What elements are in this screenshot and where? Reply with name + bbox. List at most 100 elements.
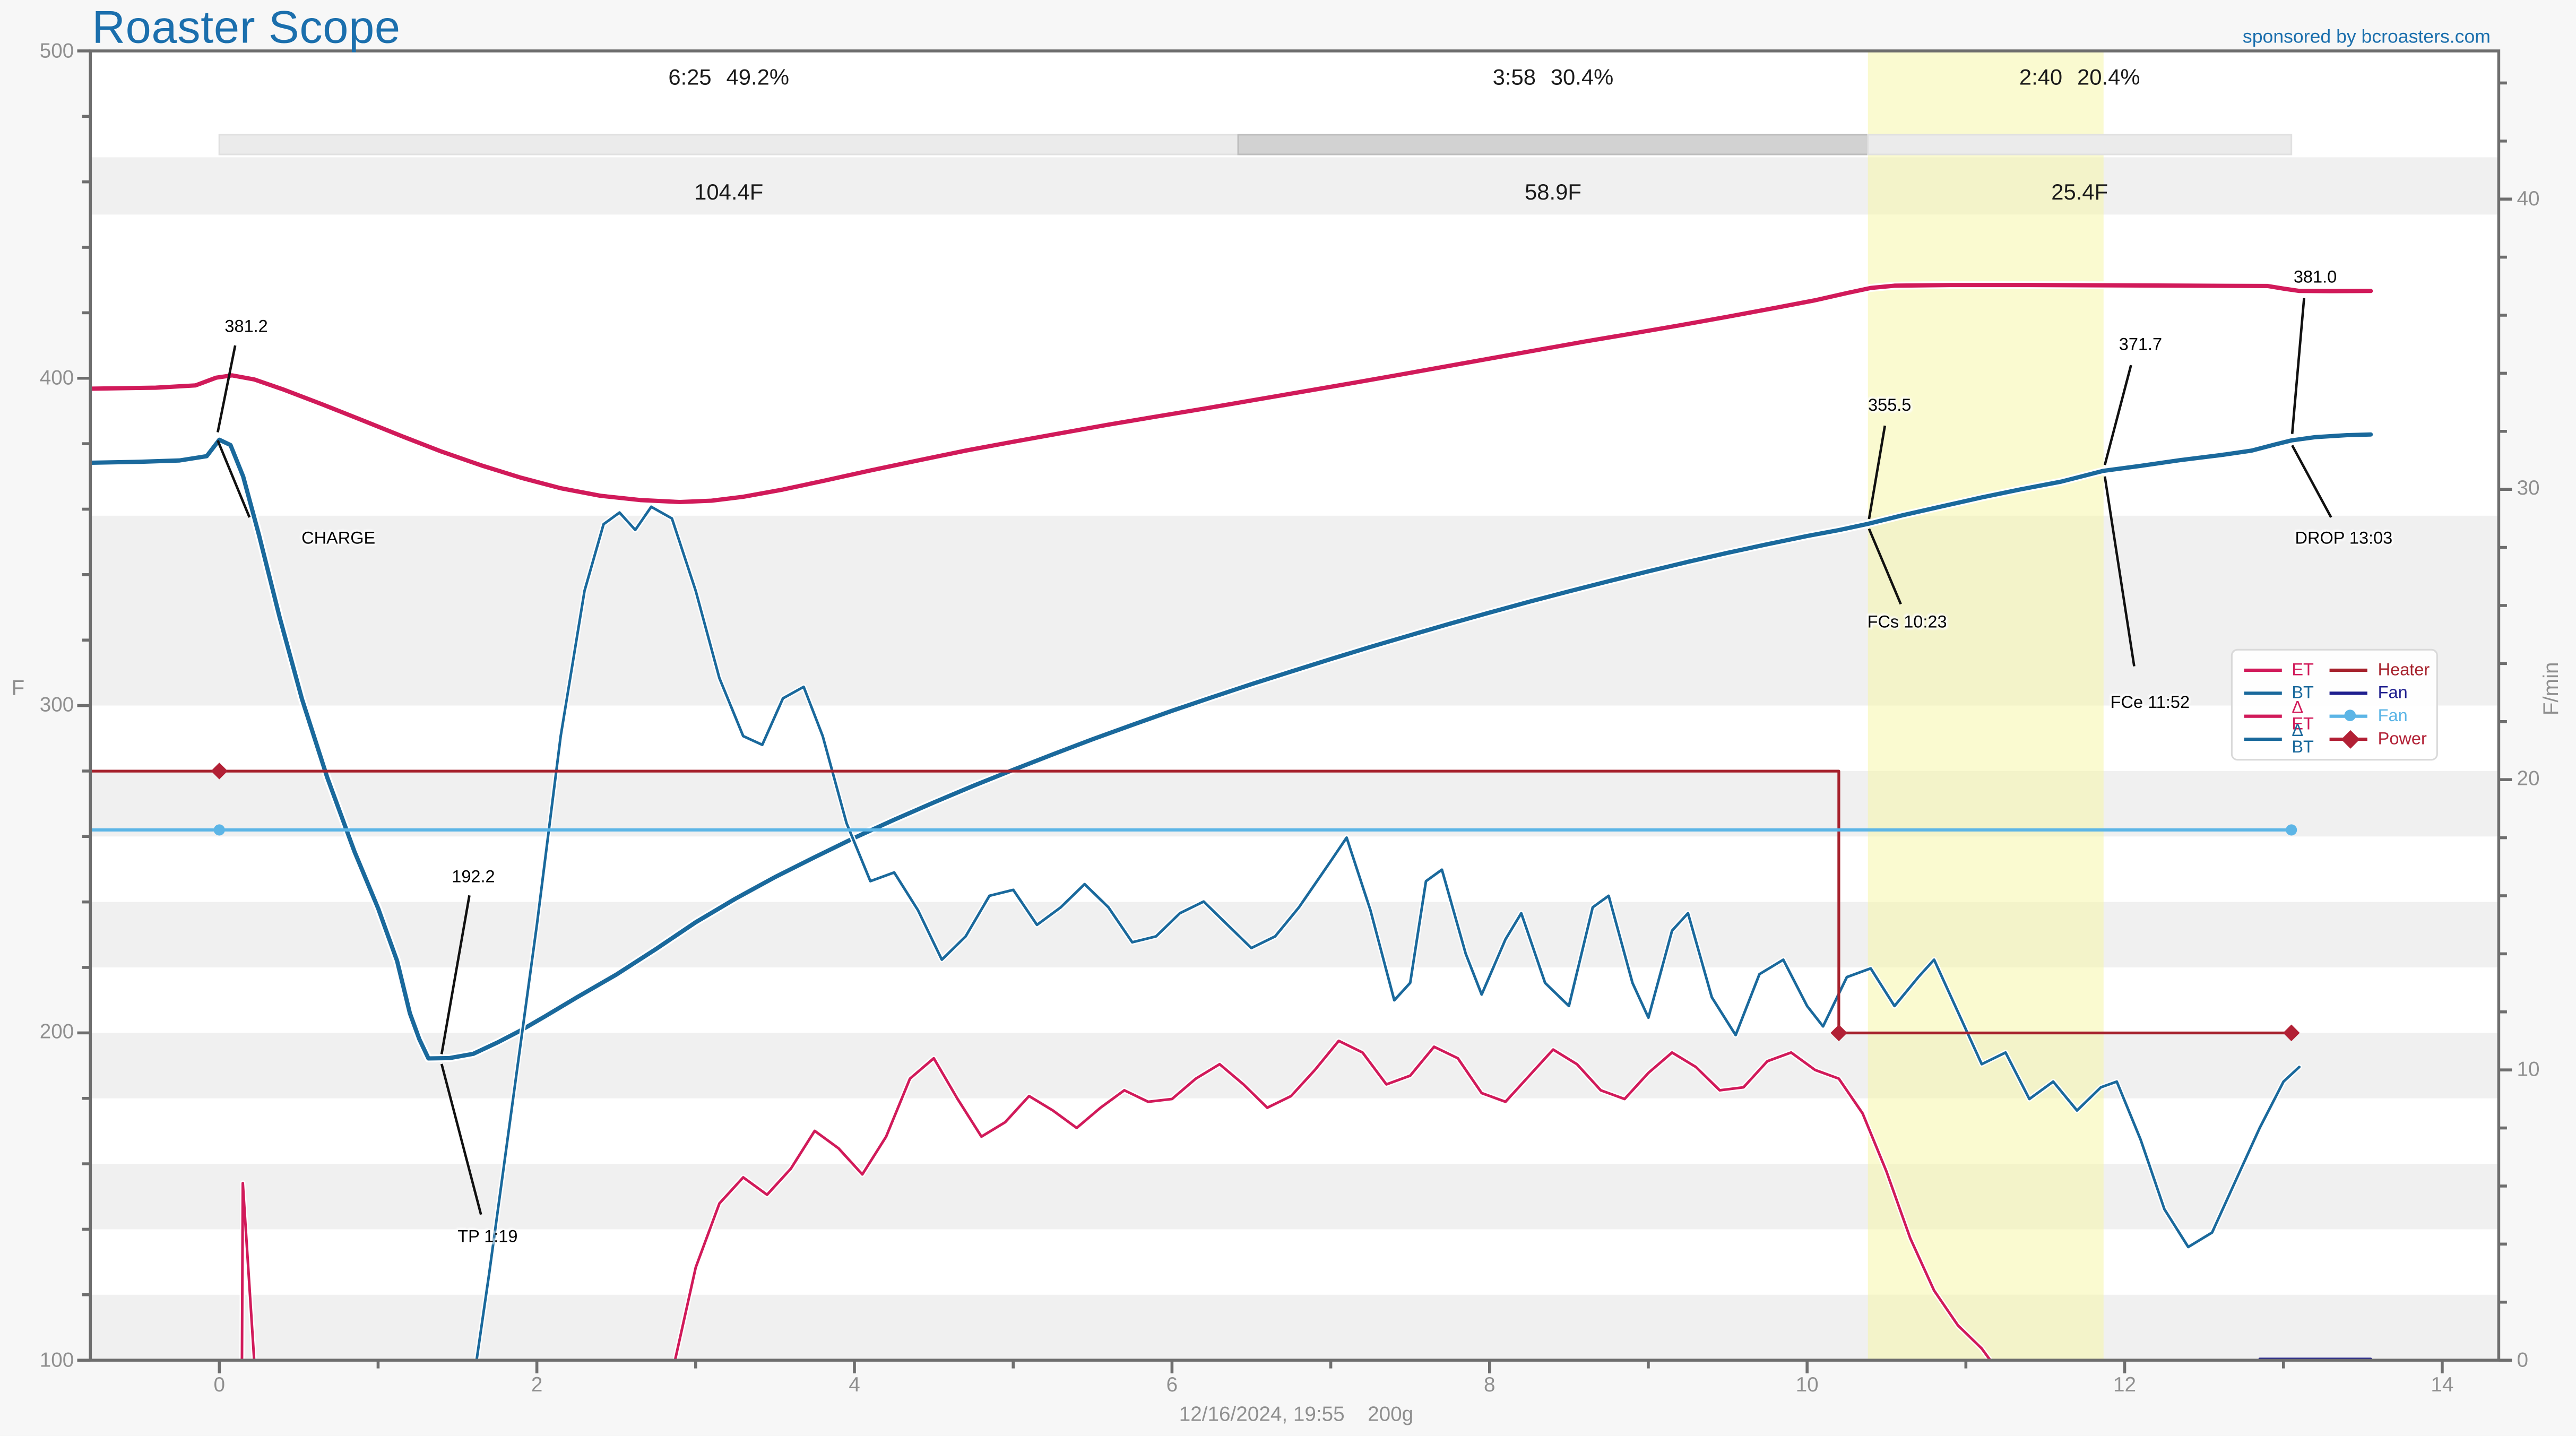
- y-left-tick-label-200: 200: [39, 1020, 74, 1044]
- legend-label: Δ ET: [2292, 697, 2314, 734]
- annotation-line-charge-1: [217, 440, 251, 518]
- legend-column-controls: Heater Fan Fan Power: [2330, 659, 2430, 750]
- phase-drying-temp-rise: 104.4F: [694, 180, 763, 204]
- legend-swatch-icon: [2330, 682, 2368, 705]
- legend-line-icon: [2330, 691, 2368, 696]
- curve-Heater: [90, 769, 2293, 1035]
- curve-ET: [90, 283, 2373, 505]
- x-tick-label-2: 2: [531, 1373, 543, 1397]
- y-left-tick-label-300: 300: [39, 693, 74, 716]
- event-value-tp: 192.2: [452, 867, 495, 887]
- x-tick-label-14: 14: [2431, 1373, 2454, 1397]
- legend-label: Heater: [2378, 660, 2430, 680]
- legend[interactable]: ET BT Δ ET Δ BT Heater Fan Fan Power: [2231, 648, 2438, 761]
- legend-entry-power[interactable]: Power: [2330, 728, 2430, 750]
- background-band-4: [90, 771, 2499, 837]
- phase-development-percent: 20.4%: [2077, 65, 2140, 90]
- annotation-line-fcs-1: [1868, 528, 1902, 605]
- y-right-axis-title: F/min: [2538, 662, 2563, 716]
- legend-column-curves: ET BT Δ ET Δ BT: [2244, 659, 2314, 756]
- phase-development-temp-rise: 25.4F: [2051, 179, 2108, 205]
- legend-swatch-icon: [2244, 705, 2282, 728]
- phase-drying-temp-rise: 104.4F: [694, 179, 764, 205]
- x-tick-label-6: 6: [1166, 1373, 1178, 1397]
- y-left-axis-title: F: [11, 675, 25, 700]
- phase-maillard-duration-and-percent: 3:58 30.4%: [1493, 65, 1614, 89]
- y-right-tick-label-0: 0: [2517, 1347, 2528, 1371]
- power-marker-diamond-2: [2283, 1024, 2300, 1042]
- legend-line-icon: [2330, 668, 2368, 672]
- phase-drying-duration-and-percent: 6:25 49.2%: [668, 65, 789, 89]
- event-value-drop: 381.0: [2293, 269, 2337, 289]
- legend-label: ET: [2292, 660, 2314, 680]
- background-band-5: [90, 515, 2499, 706]
- event-value-fcs: 355.5: [1868, 396, 1912, 416]
- phase-drying-time: 6:25: [668, 65, 712, 90]
- legend-swatch-icon: [2244, 728, 2282, 750]
- power-marker-diamond-1: [1830, 1024, 1847, 1042]
- event-value-charge: 381.2: [224, 317, 268, 338]
- legend-diamond-icon: [2341, 729, 2359, 747]
- legend-entry-et[interactable]: ET: [2244, 659, 2314, 681]
- annotation-line-fce-1: [2103, 476, 2136, 667]
- background-band-6: [90, 157, 2499, 215]
- legend-entry-δet[interactable]: Δ ET: [2244, 698, 2314, 733]
- phase-bar-segment-drying: [218, 134, 1239, 155]
- curve-BT: [90, 432, 2373, 1061]
- x-tick-label-8: 8: [1483, 1373, 1496, 1397]
- phase-maillard-percent: 30.4%: [1550, 65, 1614, 90]
- y-left-tick-label-500: 500: [39, 38, 74, 62]
- annotation-line-charge-0: [216, 345, 237, 432]
- y-right-tick-label-10: 10: [2517, 1057, 2540, 1081]
- y-left-tick-label-100: 100: [39, 1347, 74, 1371]
- legend-swatch-icon: [2330, 659, 2368, 681]
- legend-label: BT: [2292, 682, 2314, 703]
- annotation-line-drop-0: [2290, 298, 2305, 434]
- x-tick-label-4: 4: [849, 1373, 860, 1397]
- phase-development-time: 2:40: [2019, 65, 2063, 90]
- x-tick-label-0: 0: [213, 1373, 226, 1397]
- page-title: Roaster Scope: [92, 2, 401, 53]
- fan-marker-dot-0: [213, 824, 225, 836]
- x-tick-label-12: 12: [2113, 1373, 2137, 1397]
- legend-line-icon: [2244, 737, 2282, 741]
- annotation-line-fcs-0: [1868, 425, 1887, 520]
- sponsor-link[interactable]: sponsored by bcroasters.com: [2242, 28, 2491, 48]
- curve-deltaET_spike: [240, 1181, 256, 1361]
- fan-marker-dot-1: [2286, 824, 2297, 836]
- legend-swatch-icon: [2330, 705, 2368, 728]
- development-phase-highlight: [1868, 50, 2104, 1361]
- phase-development-temp-rise: 25.4F: [2051, 180, 2108, 204]
- annotation-line-tp-1: [440, 1063, 482, 1215]
- event-label-tp: TP 1:19: [457, 1227, 518, 1248]
- legend-swatch-icon: [2244, 659, 2282, 681]
- annotation-line-tp-0: [440, 895, 471, 1054]
- x-tick-label-10: 10: [1795, 1373, 1819, 1397]
- legend-label: Fan: [2378, 682, 2408, 703]
- phase-development-duration-and-percent: 2:40 20.4%: [2019, 65, 2140, 89]
- legend-entry-δbt[interactable]: Δ BT: [2244, 722, 2314, 756]
- legend-entry-fan[interactable]: Fan: [2330, 705, 2430, 728]
- background-band-1: [90, 1164, 2499, 1230]
- phase-drying-percent: 49.2%: [726, 65, 790, 90]
- legend-line-icon: [2244, 691, 2282, 696]
- phase-maillard-time: 3:58: [1492, 65, 1536, 90]
- phase-bar-segment-maillard: [1237, 134, 1869, 155]
- curve-deltaBT: [475, 505, 2301, 1361]
- legend-label: Δ BT: [2292, 720, 2314, 758]
- legend-entry-fan[interactable]: Fan: [2330, 682, 2430, 705]
- phase-maillard-temp-rise: 58.9F: [1525, 180, 1581, 204]
- event-label-fcs: FCs 10:23: [1867, 612, 1947, 632]
- y-left-tick-label-400: 400: [39, 366, 74, 389]
- legend-line-icon: [2244, 668, 2282, 672]
- legend-entry-bt[interactable]: BT: [2244, 682, 2314, 705]
- axes-frame: [89, 49, 2501, 1362]
- curve-deltaET: [673, 1039, 1992, 1361]
- legend-label: Fan: [2378, 706, 2408, 726]
- event-value-fce: 371.7: [2119, 335, 2163, 356]
- legend-line-icon: [2244, 714, 2282, 719]
- event-label-drop: DROP 13:03: [2295, 529, 2393, 549]
- legend-entry-heater[interactable]: Heater: [2330, 659, 2430, 681]
